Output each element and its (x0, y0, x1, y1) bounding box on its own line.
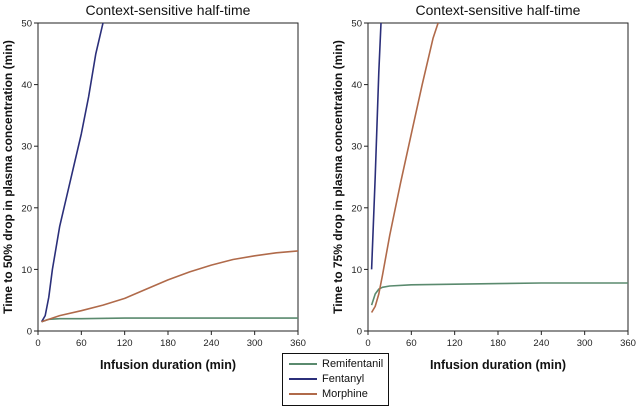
x-tick-label: 0 (35, 338, 40, 349)
legend-label: Fentanyl (322, 373, 365, 385)
y-tick-label: 0 (27, 327, 32, 338)
y-tick-label: 50 (351, 19, 362, 30)
legend-swatch (289, 363, 317, 365)
legend: Remifentanil Fentanyl Morphine (282, 353, 389, 406)
legend-item-remifentanil: Remifentanil (289, 357, 383, 371)
legend-item-fentanyl: Fentanyl (289, 372, 364, 386)
x-axis-label: Infusion duration (min) (100, 358, 236, 372)
x-tick-label: 60 (76, 338, 87, 349)
y-tick-label: 10 (21, 265, 32, 276)
y-tick-label: 30 (351, 142, 362, 153)
x-tick-label: 300 (247, 338, 263, 349)
series-line-remifentanil (41, 317, 298, 323)
x-tick-label: 240 (533, 338, 549, 349)
y-tick-label: 10 (351, 265, 362, 276)
y-tick-label: 20 (351, 203, 362, 214)
y-tick-label: 40 (21, 80, 32, 91)
legend-item-morphine: Morphine (289, 387, 368, 401)
series-line-morphine (41, 250, 298, 323)
legend-label: Remifentanil (322, 358, 384, 370)
y-tick-label: 0 (357, 327, 362, 338)
series-line-fentanyl (40, 23, 104, 323)
x-tick-label: 180 (490, 338, 506, 349)
x-tick-label: 180 (160, 338, 176, 349)
x-tick-label: 120 (447, 338, 463, 349)
y-tick-label: 50 (21, 19, 32, 30)
series-line-fentanyl (370, 23, 382, 270)
x-tick-label: 300 (577, 338, 593, 349)
x-axis-label: Infusion duration (min) (430, 358, 566, 372)
legend-swatch (289, 378, 317, 380)
legend-swatch (289, 393, 317, 395)
series-line-morphine (370, 23, 439, 313)
chart-panel-2: Context-sensitive half-time 0 10 20 30 40 50 0 6… (331, 2, 636, 372)
x-tick-label: 60 (406, 338, 417, 349)
y-axis-label: Time to 75% drop in plasma concentration… (331, 40, 345, 314)
chart-title: Context-sensitive half-time (416, 2, 581, 18)
x-tick-label: 240 (203, 338, 219, 349)
x-tick-label: 0 (365, 338, 370, 349)
x-tick-label: 360 (620, 338, 636, 349)
x-tick-label: 120 (117, 338, 133, 349)
y-axis-label: Time to 50% drop in plasma concentration… (1, 40, 15, 314)
chart-title: Context-sensitive half-time (86, 2, 251, 18)
y-tick-label: 40 (351, 80, 362, 91)
y-tick-label: 30 (21, 142, 32, 153)
series-line-remifentanil (370, 282, 628, 306)
x-tick-label: 360 (290, 338, 306, 349)
plot-frame (37, 22, 299, 332)
y-tick-label: 20 (21, 203, 32, 214)
chart-panel-1: Context-sensitive half-time 0 10 20 30 40 50 0 6… (1, 2, 306, 372)
legend-label: Morphine (322, 388, 368, 400)
